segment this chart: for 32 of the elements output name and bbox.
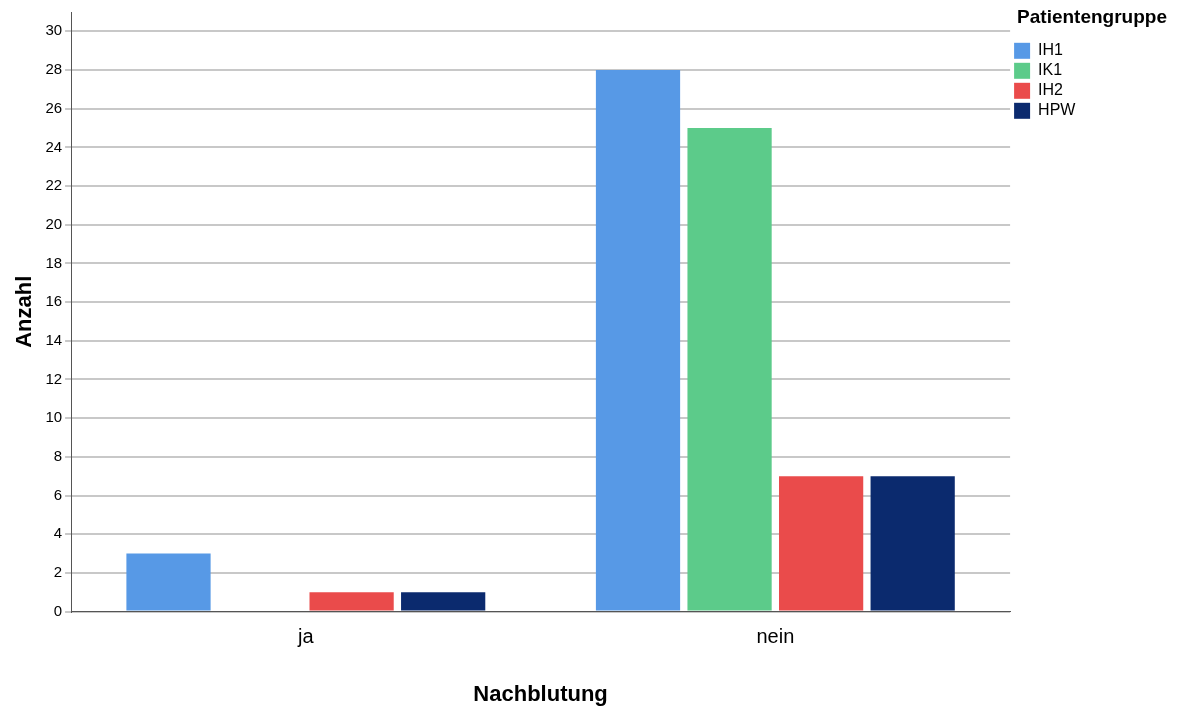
y-tick-label: 2 — [53, 563, 63, 581]
y-tick-label: 10 — [45, 408, 63, 426]
bar — [595, 70, 681, 611]
y-tick-label: 14 — [45, 330, 63, 348]
y-tick-label: 30 — [45, 21, 63, 39]
y-tick-label: 8 — [53, 447, 63, 465]
y-tick-label: 28 — [45, 60, 63, 78]
bar — [687, 128, 772, 611]
x-tick-label: nein — [756, 625, 795, 648]
y-tick-label: 12 — [45, 369, 63, 387]
y-tick-label: 0 — [53, 601, 63, 619]
y-tick-label: 26 — [45, 98, 63, 116]
y-tick-label: 18 — [45, 253, 63, 271]
bar — [126, 553, 211, 611]
bar — [870, 476, 955, 611]
y-tick-label: 24 — [45, 137, 63, 155]
legend-label: IK1 — [1038, 61, 1063, 79]
y-axis-title: Anzahl — [11, 275, 37, 348]
bar — [401, 592, 486, 611]
legend-label: IH2 — [1038, 81, 1064, 99]
legend-label: IH1 — [1038, 41, 1064, 59]
bar — [779, 476, 864, 611]
y-tick-label: 20 — [45, 214, 63, 232]
y-tick-label: 6 — [53, 485, 63, 503]
legend-title: Patientengruppe — [1017, 5, 1167, 27]
x-axis-title: Nachblutung — [473, 680, 608, 706]
x-tick-label: ja — [297, 625, 315, 648]
y-tick-label: 16 — [45, 292, 63, 310]
bar — [309, 592, 394, 611]
y-tick-label: 4 — [53, 524, 63, 542]
y-tick-label: 22 — [45, 176, 63, 194]
legend-label: HPW — [1038, 101, 1077, 119]
